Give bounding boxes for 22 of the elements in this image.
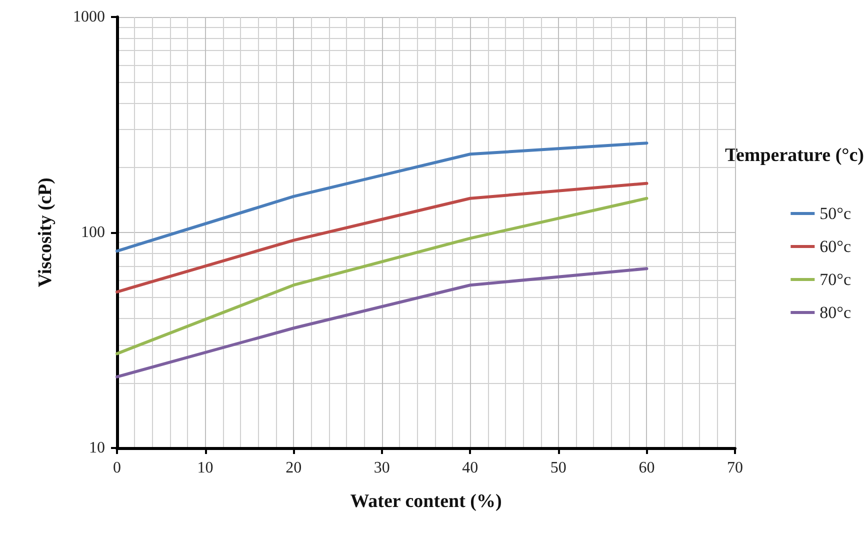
line-series [116, 142, 648, 253]
line-series [116, 267, 648, 378]
x-tick-label: 40 [462, 460, 478, 476]
x-tick-label: 20 [286, 460, 302, 476]
legend-label: 70°c [820, 270, 852, 289]
y-tick-label: 1000 [73, 8, 105, 26]
x-tick-label: 0 [113, 460, 121, 476]
legend-label: 60°c [820, 237, 852, 256]
legend-title: Temperature (°c) [725, 145, 864, 166]
y-tick-label: 10 [89, 440, 105, 456]
x-tick-label: 50 [550, 460, 566, 476]
legend-label: 50°c [820, 204, 852, 223]
legend-label: 80°c [820, 303, 852, 322]
line-series [116, 182, 648, 294]
y-tick-label: 100 [81, 224, 105, 241]
x-tick-label: 60 [638, 460, 655, 476]
y-axis-title: Viscosity (cP) [35, 178, 56, 288]
x-tick-label: 10 [197, 460, 214, 476]
x-axis-title: Water content (%) [350, 491, 502, 512]
x-tick-label: 70 [727, 460, 743, 476]
line-series [116, 196, 648, 356]
x-tick-label: 30 [374, 460, 390, 476]
